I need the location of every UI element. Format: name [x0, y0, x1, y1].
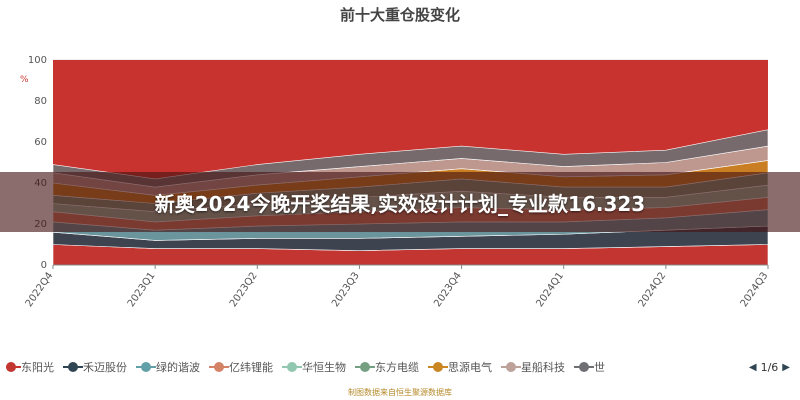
legend-swatch [355, 362, 375, 372]
x-tick-label: 2024Q1 [534, 270, 566, 309]
legend: 东阳光 禾迈股份 绿的谐波 亿纬锂能 华恒生物 东方电缆 思源电气 星船科技 世 [6, 358, 796, 376]
legend-item-5[interactable]: 华恒生物 [282, 359, 346, 375]
legend-item-3[interactable]: 绿的谐波 [136, 359, 200, 375]
legend-label: 东方电缆 [375, 361, 419, 374]
legend-item-6[interactable]: 东方电缆 [355, 359, 419, 375]
legend-swatch [63, 362, 83, 372]
legend-swatch [574, 362, 594, 372]
area-layer [52, 60, 769, 266]
legend-item-1[interactable]: 东阳光 [6, 359, 54, 375]
chart-title: 前十大重仓股变化 [339, 6, 460, 24]
x-tick-label: 2024Q2 [637, 270, 669, 309]
legend-label: 星船科技 [521, 361, 565, 374]
legend-swatch [282, 362, 302, 372]
x-tick-label: 2023Q4 [432, 270, 464, 309]
legend-swatch [428, 362, 448, 372]
legend-item-2[interactable]: 禾迈股份 [63, 359, 127, 375]
legend-label: 思源电气 [448, 361, 492, 374]
y-tick-label: 60 [34, 137, 47, 148]
legend-swatch [136, 362, 156, 372]
legend-label: 禾迈股份 [83, 361, 127, 374]
legend-label: 世 [594, 361, 605, 374]
legend-label: 绿的谐波 [156, 361, 200, 374]
legend-pager: ◀ 1/6 ▶ [744, 358, 794, 376]
overlay-text: 新奥2024今晚开奖结果,实效设计计划_专业款16.323 [154, 191, 646, 216]
legend-item-8[interactable]: 星船科技 [501, 359, 565, 375]
legend-swatch [209, 362, 229, 372]
overlay-banner: 新奥2024今晚开奖结果,实效设计计划_专业款16.323 [0, 172, 800, 232]
x-tick-label: 2024Q3 [739, 270, 771, 309]
legend-swatch [501, 362, 521, 372]
legend-swatch [6, 362, 21, 372]
y-tick-label: 100 [28, 55, 47, 66]
legend-prev-icon[interactable]: ◀ [748, 361, 757, 373]
legend-page-indicator: 1/6 [760, 360, 779, 374]
legend-label: 亿纬锂能 [229, 361, 273, 374]
source-note: 制图数据来自恒生聚源数据库 [348, 388, 452, 397]
y-axis-label: % [20, 75, 29, 85]
legend-item-4[interactable]: 亿纬锂能 [209, 359, 273, 375]
legend-item-9[interactable]: 世 [574, 359, 605, 375]
legend-next-icon[interactable]: ▶ [782, 361, 790, 373]
x-tick-label: 2023Q1 [126, 270, 158, 309]
legend-item-7[interactable]: 思源电气 [428, 359, 492, 375]
x-tick-label: 2022Q4 [24, 270, 56, 309]
legend-label: 华恒生物 [302, 361, 346, 374]
x-tick-label: 2023Q3 [330, 270, 362, 309]
x-tick-label: 2023Q2 [228, 270, 260, 309]
y-tick-label: 0 [41, 260, 47, 271]
y-tick-label: 80 [34, 96, 47, 107]
legend-label: 东阳光 [21, 361, 54, 374]
